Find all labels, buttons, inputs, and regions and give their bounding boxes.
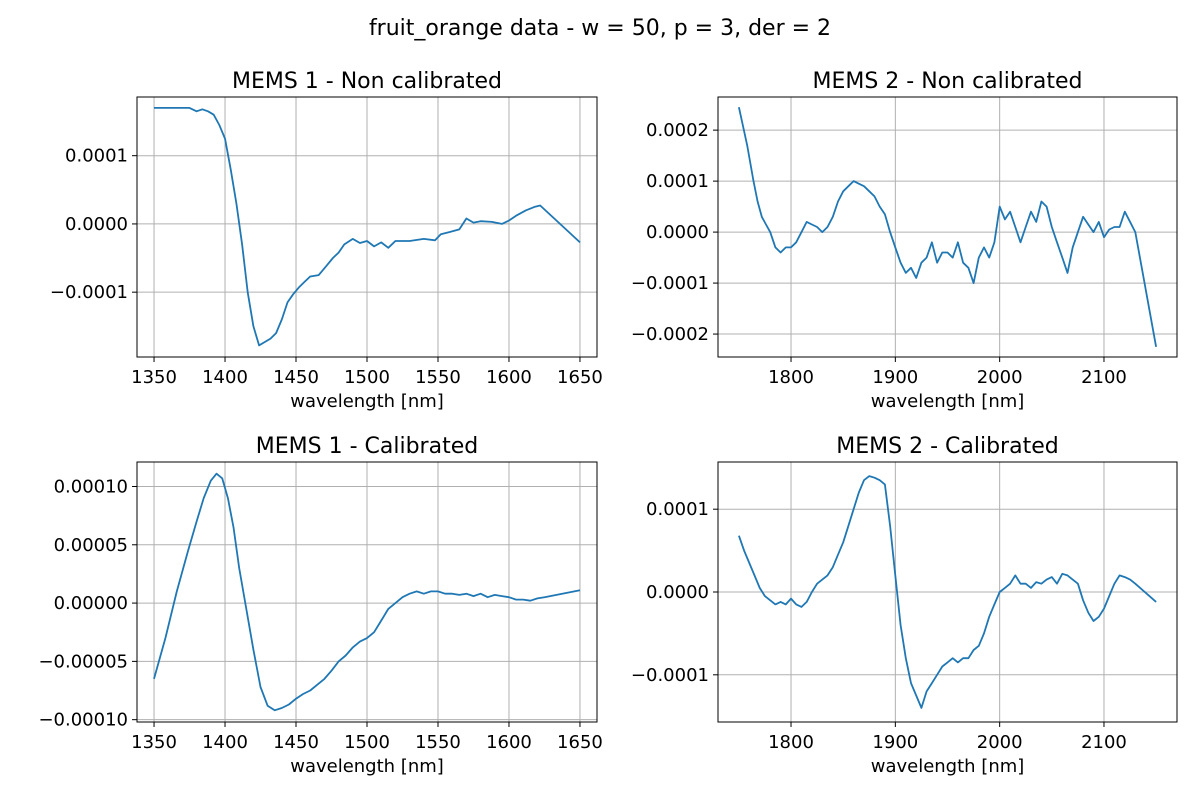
x-tick-label: 2100 [1081, 732, 1127, 753]
x-axis-label: wavelength [nm] [871, 756, 1025, 777]
x-axis-label: wavelength [nm] [290, 391, 444, 412]
y-tick-label: 0.00010 [54, 476, 128, 497]
x-tick-label: 1900 [872, 732, 918, 753]
x-tick-label: 1350 [131, 367, 177, 388]
subplot-title: MEMS 1 - Calibrated [256, 434, 478, 459]
x-tick-label: 1450 [273, 367, 319, 388]
x-tick-label: 1650 [557, 367, 603, 388]
y-tick-label: 0.0001 [65, 146, 128, 167]
series-line [154, 107, 581, 347]
subplot-title: MEMS 2 - Calibrated [836, 434, 1058, 459]
series-line [738, 475, 1157, 709]
x-tick-label: 1350 [131, 732, 177, 753]
y-tick-label: 0.00005 [54, 535, 128, 556]
y-tick-label: 0.00000 [54, 593, 128, 614]
x-tick-label: 1900 [872, 367, 918, 388]
x-tick-label: 1800 [768, 367, 814, 388]
figure-suptitle: fruit_orange data - w = 50, p = 3, der =… [369, 16, 831, 41]
y-tick-label: 0.0000 [646, 582, 709, 603]
subplot-2: 1800 1900 2000 2100 −0.0002 −0.0001 0.0000 0.00… [631, 69, 1178, 412]
series-line [738, 107, 1157, 347]
y-tick-label: 0.0001 [646, 171, 709, 192]
subplot-1: 1350 1400 1450 1500 1550 1600 1650 −0.0001 0.000… [50, 69, 603, 412]
y-tick-label: −0.00005 [38, 651, 128, 672]
y-tick-label: −0.0002 [631, 324, 709, 345]
y-tick-label: −0.0001 [631, 273, 709, 294]
y-tick-label: 0.0000 [646, 222, 709, 243]
x-tick-label: 1400 [202, 732, 248, 753]
x-tick-label: 1400 [202, 367, 248, 388]
subplot-3: 1350 1400 1450 1500 1550 1600 1650 −0.00010 −0.0… [38, 434, 602, 777]
y-tick-label: 0.0001 [646, 499, 709, 520]
series-line [153, 472, 581, 712]
subplot-4: 1800 1900 2000 2100 −0.0001 0.0000 0.0001 MEMS … [631, 434, 1178, 777]
x-tick-label: 1600 [486, 732, 532, 753]
x-tick-label: 2100 [1081, 367, 1127, 388]
plot-frame [717, 96, 1178, 358]
y-tick-label: 0.0000 [65, 214, 128, 235]
y-tick-label: −0.0001 [50, 282, 128, 303]
y-tick-label: −0.00010 [38, 710, 128, 731]
subplot-title: MEMS 2 - Non calibrated [812, 69, 1082, 94]
x-tick-label: 1800 [768, 732, 814, 753]
x-axis-label: wavelength [nm] [871, 391, 1025, 412]
x-tick-label: 2000 [977, 732, 1023, 753]
x-axis-label: wavelength [nm] [290, 756, 444, 777]
x-tick-label: 1500 [344, 367, 390, 388]
x-tick-label: 1450 [273, 732, 319, 753]
x-tick-label: 1650 [557, 732, 603, 753]
x-tick-label: 1550 [415, 732, 461, 753]
y-tick-label: 0.0002 [646, 120, 709, 141]
x-tick-label: 2000 [977, 367, 1023, 388]
x-tick-label: 1550 [415, 367, 461, 388]
y-tick-label: −0.0001 [631, 665, 709, 686]
subplot-title: MEMS 1 - Non calibrated [232, 69, 502, 94]
x-tick-label: 1500 [344, 732, 390, 753]
x-tick-label: 1600 [486, 367, 532, 388]
